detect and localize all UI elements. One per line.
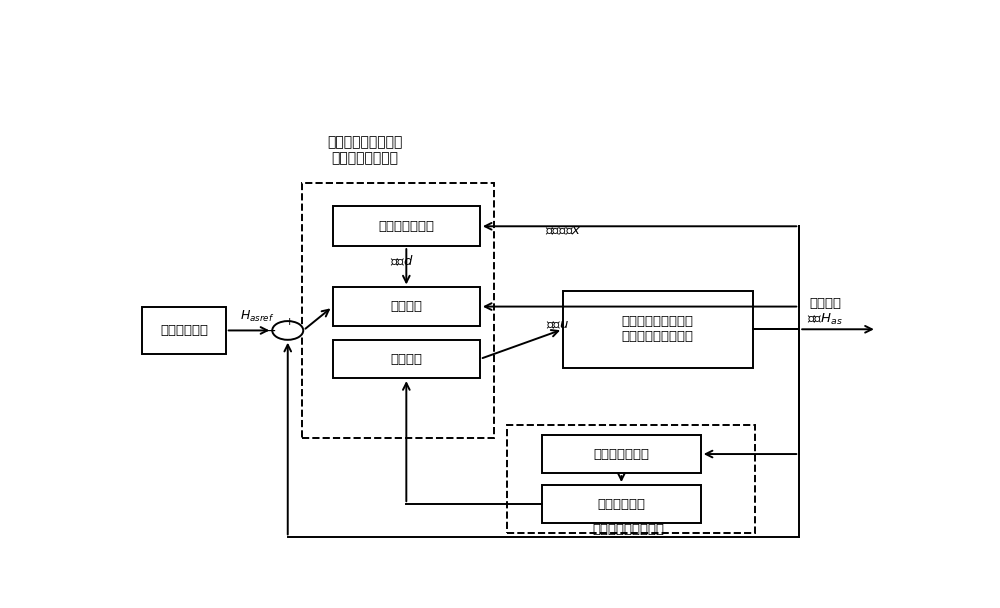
Bar — [333, 340, 480, 378]
Text: +: + — [285, 317, 294, 327]
Bar — [142, 307, 226, 354]
Bar — [542, 435, 701, 473]
Text: $H_{asref}$: $H_{asref}$ — [240, 309, 274, 324]
Text: 自适应事件触发机制: 自适应事件触发机制 — [593, 522, 665, 536]
Text: 基于扩张状态观测器
的模型预测控制器: 基于扩张状态观测器 的模型预测控制器 — [328, 135, 403, 165]
Text: 干扰$d$: 干扰$d$ — [390, 254, 414, 269]
Bar — [333, 288, 480, 326]
Text: 实际车身
高度$H_{as}$: 实际车身 高度$H_{as}$ — [807, 297, 843, 327]
Circle shape — [272, 321, 303, 340]
Text: 滚动优化: 滚动优化 — [390, 353, 422, 365]
Text: 目标车身高度: 目标车身高度 — [160, 324, 208, 337]
Bar — [333, 206, 480, 246]
Bar — [542, 485, 701, 523]
Bar — [302, 183, 494, 438]
Text: 输入$u$: 输入$u$ — [546, 319, 569, 331]
Bar — [563, 291, 753, 368]
Text: 扩张状态观测器: 扩张状态观测器 — [378, 219, 434, 233]
Text: −: − — [265, 323, 277, 337]
Text: 预测模型: 预测模型 — [390, 300, 422, 313]
Bar — [507, 425, 755, 533]
Text: 触发条件判断: 触发条件判断 — [597, 497, 645, 511]
Text: 被控对象（电控空气
悬架车高调节系统）: 被控对象（电控空气 悬架车高调节系统） — [622, 316, 694, 344]
Text: 状态变量$x$: 状态变量$x$ — [545, 225, 581, 238]
Text: 自适应阈值计算: 自适应阈值计算 — [593, 447, 649, 460]
